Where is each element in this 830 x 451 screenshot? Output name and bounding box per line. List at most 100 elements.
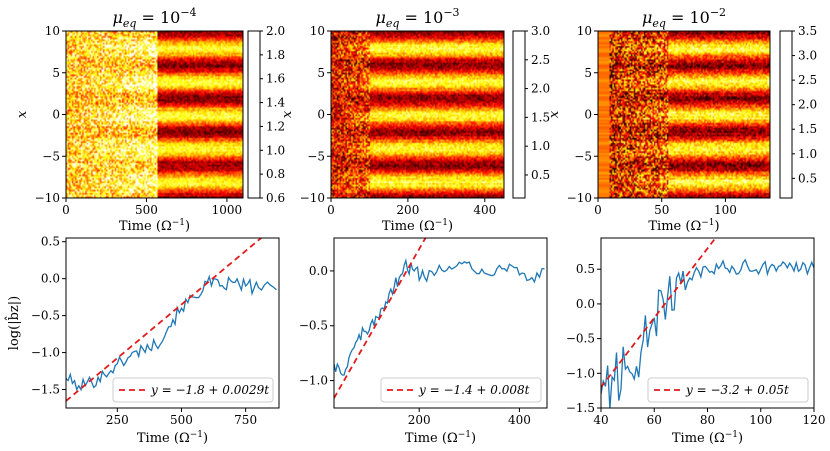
x-tick-label: 250 [106,413,129,427]
y-tick-label: −1.0 [566,366,595,380]
data-series-line [66,274,277,392]
y-tick-label: −1.0 [299,374,328,388]
colorbar-tick-label: 2.0 [531,82,550,96]
x-tick-label: 400 [473,203,496,217]
colorbar-tick-label: 1.2 [266,119,285,133]
x-tick-label: 1000 [212,203,243,217]
colorbar [247,30,261,199]
x-tick-label: 100 [749,413,772,427]
y-tick-label: −10 [35,191,60,205]
y-axis-label: log(|b̂z|) [4,296,22,350]
x-tick-label: 500 [170,413,193,427]
x-axis-label: Time (Ω−1) [405,430,476,446]
heatmap-panel-1: 0 500 1000 −10 −5 0 5 10 x Time (Ω−1) μeq = 10−4 0.… [15,6,285,234]
y-tick-label: 0.0 [309,264,328,278]
y-tick-label: 0.0 [576,297,595,311]
y-tick-label: −1.0 [31,346,60,360]
y-tick-label: 0.0 [41,272,60,286]
x-axis-label: Time (Ω−1) [648,218,719,234]
colorbar-tick-label: 1.8 [266,48,285,62]
y-axis-label: x [280,110,295,118]
x-tick-label: 500 [135,203,158,217]
colorbar-tick-label: 0.6 [266,191,285,205]
line-panel-1: 250 500 750 −1.5 −1.0 −0.5 0.0 0.5 Time (Ω−1) log… [4,235,280,446]
plot-frame [65,237,280,409]
colorbar-tick-label: 1.0 [798,147,817,161]
heatmap-image [331,31,504,198]
x-tick-label: 40 [593,413,608,427]
data-series-line [334,257,545,376]
x-tick-label: 0 [594,203,602,217]
y-tick-label: 0.5 [41,235,60,249]
colorbar-tick-label: 3.5 [798,24,817,38]
colorbar-tick-label: 0.5 [531,168,550,182]
y-tick-label: 5 [52,66,60,80]
y-tick-label: −0.5 [299,319,328,333]
heatmap-panel-2: 0 200 400 −10 −5 0 5 10 x Time (Ω−1) μeq = 10−3 0.5… [280,6,550,234]
x-tick-label: 0 [327,203,335,217]
y-tick-label: 0.5 [576,262,595,276]
heatmap-panel-3: 0 50 100 −10 −5 0 5 10 x Time (Ω−1) μeq = 10−2 0.5 1… [547,6,817,234]
data-series-line [601,258,814,408]
x-axis-label: Time (Ω−1) [119,218,190,234]
colorbar-tick-label: 1.4 [266,96,285,110]
colorbar-tick-label: 1.0 [531,139,550,153]
y-tick-label: 0 [52,108,60,122]
x-tick-label: 400 [508,413,531,427]
legend-box [647,377,809,403]
y-tick-label: 10 [45,24,60,38]
heatmap-image [66,31,243,198]
y-tick-label: −5 [307,149,325,163]
y-tick-label: 0 [317,108,325,122]
x-tick-label: 750 [234,413,257,427]
colorbar-tick-label: 2.0 [798,98,817,112]
y-tick-label: −1.5 [31,383,60,397]
colorbar-tick-label: 0.5 [798,171,817,185]
x-tick-label: 60 [647,413,662,427]
colorbar-tick-label: 1.5 [531,110,550,124]
colorbar-tick-label: 2.0 [266,24,285,38]
y-tick-label: −1.5 [566,401,595,415]
y-tick-label: 0 [584,108,592,122]
colorbar-tick-label: 1.0 [266,143,285,157]
colorbar [779,30,793,199]
y-tick-label: 5 [584,66,592,80]
legend-box [380,377,542,403]
y-tick-label: 10 [577,24,592,38]
colorbar-tick-label: 0.8 [266,167,285,181]
x-axis-label: Time (Ω−1) [382,218,453,234]
colorbar-tick-label: 3.0 [798,49,817,63]
colorbar-tick-label: 1.5 [798,122,817,136]
y-tick-label: −5 [574,149,592,163]
legend-label: y = −1.8 + 0.0029t [150,383,269,397]
colorbar-tick-label: 1.6 [266,72,285,86]
line-panel-3: 40 60 80 100 120 −1.5 −1.0 −0.5 0.0 0.5 Time (Ω−1)… [566,237,826,446]
fit-line [334,238,427,399]
x-tick-label: 0 [62,203,70,217]
y-tick-label: −0.5 [31,309,60,323]
x-axis-label: Time (Ω−1) [137,430,208,446]
colorbar [512,30,526,199]
x-tick-label: 50 [654,203,669,217]
x-tick-label: 200 [396,203,419,217]
legend-label: y = −3.2 + 0.05t [685,383,789,397]
heatmap-image [598,31,770,198]
y-tick-label: −0.5 [566,332,595,346]
y-tick-label: 5 [317,66,325,80]
plot-frame [333,237,548,409]
y-tick-label: −10 [300,191,325,205]
colorbar-tick-label: 2.5 [798,73,817,87]
x-tick-label: 80 [700,413,715,427]
x-tick-label: 100 [714,203,737,217]
panel-title: μeq = 10−4 [112,6,196,30]
x-tick-label: 120 [803,413,826,427]
y-axis-label: x [547,110,562,118]
colorbar-tick-label: 2.5 [531,53,550,67]
x-tick-label: 200 [408,413,431,427]
legend-label: y = −1.4 + 0.008t [418,383,530,397]
colorbar-tick-label: 3.0 [531,24,550,38]
legend-box [112,377,274,403]
y-tick-label: 10 [310,24,325,38]
panel-title: μeq = 10−2 [642,6,726,30]
